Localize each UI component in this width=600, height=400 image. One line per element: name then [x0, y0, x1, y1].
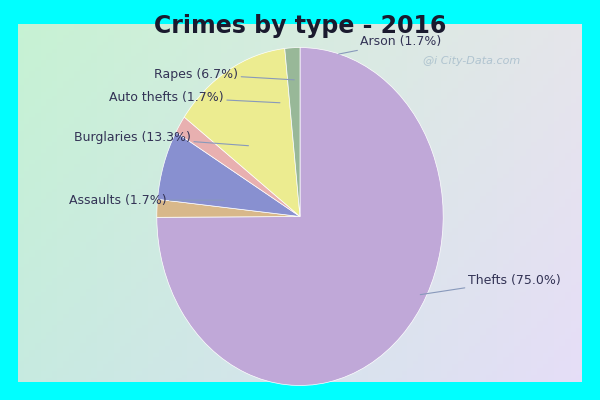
Wedge shape: [184, 48, 300, 216]
Text: Arson (1.7%): Arson (1.7%): [338, 35, 442, 54]
Text: Thefts (75.0%): Thefts (75.0%): [420, 274, 560, 295]
Text: Assaults (1.7%): Assaults (1.7%): [69, 194, 224, 207]
Wedge shape: [157, 199, 300, 217]
Text: Crimes by type - 2016: Crimes by type - 2016: [154, 14, 446, 38]
Wedge shape: [157, 48, 443, 386]
Text: @i City-Data.com: @i City-Data.com: [423, 56, 521, 66]
Wedge shape: [158, 132, 300, 216]
Text: Auto thefts (1.7%): Auto thefts (1.7%): [109, 90, 280, 104]
Text: Burglaries (13.3%): Burglaries (13.3%): [74, 131, 248, 146]
Text: Rapes (6.7%): Rapes (6.7%): [154, 68, 294, 81]
Wedge shape: [176, 117, 300, 216]
Wedge shape: [285, 48, 300, 216]
